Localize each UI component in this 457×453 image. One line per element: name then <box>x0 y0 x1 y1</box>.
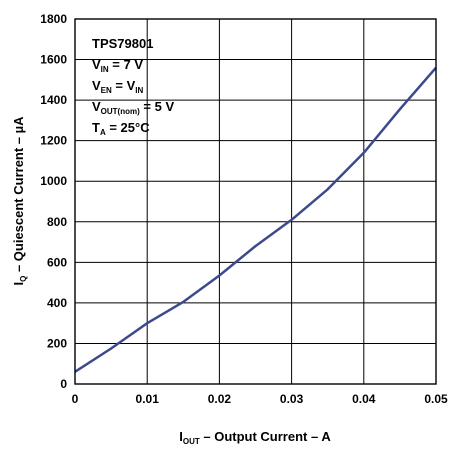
annotation-block: TPS79801 VIN = 7 V VEN = VIN VOUT(nom) = 5 … <box>92 36 174 137</box>
y-tick-label: 200 <box>47 336 67 350</box>
x-axis-label: IOUT – Output Current – A <box>179 429 331 446</box>
x-tick-label: 0.01 <box>136 392 160 406</box>
y-tick-label: 1600 <box>40 53 67 67</box>
annotation-line: TPS79801 <box>92 36 153 51</box>
annotation-line: VIN = 7 V <box>92 57 143 74</box>
x-tick-labels: 0 0.01 0.02 0.03 0.04 0.05 <box>72 392 448 406</box>
x-tick-label: 0.04 <box>352 392 376 406</box>
series-line <box>74 66 437 373</box>
annotation-line: VEN = VIN <box>92 78 144 95</box>
x-tick-label: 0.05 <box>424 392 448 406</box>
y-tick-labels: 0 200 400 600 800 1000 1200 1400 1600 1800 <box>40 12 67 391</box>
annotation-line: TA = 25°C <box>92 120 150 137</box>
y-tick-label: 1000 <box>40 174 67 188</box>
y-tick-label: 1400 <box>40 93 67 107</box>
plot-background <box>75 19 436 384</box>
y-tick-label: 1800 <box>40 12 67 26</box>
x-tick-label: 0 <box>72 392 79 406</box>
grid <box>75 19 436 384</box>
x-tick-label: 0.02 <box>208 392 232 406</box>
y-tick-label: 1200 <box>40 134 67 148</box>
y-tick-label: 0 <box>60 377 67 391</box>
y-axis-label: IQ – Quiescent Current – µA <box>11 116 28 286</box>
plot-frame <box>74 18 437 385</box>
annotation-line: VOUT(nom) = 5 V <box>92 99 174 116</box>
y-tick-label: 400 <box>47 296 67 310</box>
x-tick-label: 0.03 <box>280 392 304 406</box>
y-tick-label: 800 <box>47 215 67 229</box>
y-tick-label: 600 <box>47 255 67 269</box>
